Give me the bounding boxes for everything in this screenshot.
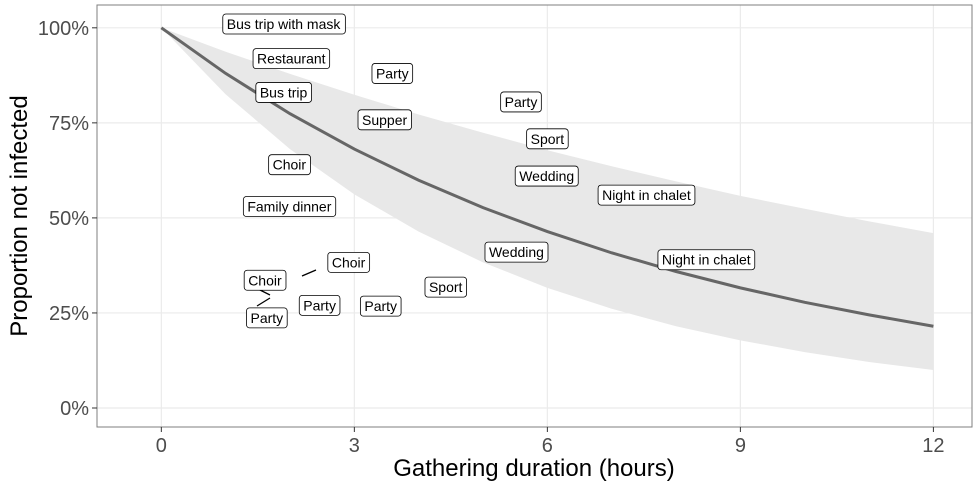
label-box (268, 154, 311, 176)
point-label: Family dinner (242, 196, 337, 217)
label-box (371, 63, 414, 84)
fit-line (160, 26, 934, 328)
point-label: Sport (424, 276, 467, 298)
label-box (424, 276, 467, 298)
label-text: Wedding (519, 168, 574, 184)
label-box (255, 82, 312, 103)
label-box (298, 294, 341, 316)
label-box (514, 165, 579, 187)
y-tick-label: 50% (49, 208, 89, 230)
label-box (484, 241, 549, 263)
x-tick-label: 9 (735, 435, 746, 457)
label-text: Bus trip with mask (227, 16, 342, 32)
label-box (657, 249, 756, 271)
point-label: Sport (526, 128, 569, 150)
point-label: Restaurant (252, 48, 331, 70)
point-label: Party (298, 294, 341, 316)
label-text: Choir (273, 157, 307, 173)
label-box (526, 128, 569, 150)
label-box (222, 13, 346, 35)
point-label: Choir (327, 251, 371, 273)
panel-border (96, 4, 973, 428)
y-tick-label: 75% (49, 113, 89, 135)
label-box (359, 295, 402, 317)
label-text: Wedding (489, 244, 544, 260)
y-tick-label: 25% (49, 303, 89, 325)
label-box (246, 307, 288, 329)
x-axis-title: Gathering duration (hours) (393, 455, 674, 482)
point-label: Party (500, 91, 542, 113)
label-box (252, 48, 331, 70)
grid (97, 5, 972, 427)
x-tick-label: 6 (542, 435, 553, 457)
point-label: Bus trip (255, 82, 312, 103)
label-text: Supper (362, 112, 407, 128)
point-label: Party (246, 307, 288, 329)
point-label: Party (359, 295, 402, 317)
y-tick-label: 0% (60, 398, 89, 420)
point-label: Night in chalet (597, 184, 696, 206)
point-label: Night in chalet (657, 249, 756, 271)
label-text: Choir (332, 254, 366, 270)
label-box (242, 196, 337, 217)
point-label: Party (371, 63, 414, 84)
point-label: Choir (243, 269, 287, 291)
label-text: Party (505, 94, 538, 110)
point-label: Choir (268, 154, 311, 176)
label-leader-line (256, 297, 271, 307)
label-text: Sport (531, 131, 565, 147)
point-label: Bus trip with mask (222, 13, 346, 35)
y-axis-title: Proportion not infected (6, 95, 33, 337)
label-box (243, 269, 287, 291)
point-labels: Bus trip with mask Restaurant Party Bus tri… (222, 13, 756, 329)
label-box (500, 91, 542, 113)
x-axis: 0 3 6 9 12 (156, 427, 945, 457)
label-box (327, 251, 371, 273)
label-text: Family dinner (247, 198, 331, 214)
label-box (597, 184, 696, 206)
y-axis: 0% 25% 50% 75% 100% (38, 18, 97, 420)
label-text: Restaurant (257, 51, 326, 67)
label-text: Bus trip (260, 84, 308, 100)
x-tick-label: 0 (156, 435, 167, 457)
label-text: Night in chalet (602, 187, 691, 203)
x-tick-label: 3 (349, 435, 360, 457)
x-tick-label: 12 (922, 435, 944, 457)
label-text: Night in chalet (662, 252, 751, 268)
label-text: Party (364, 298, 397, 314)
y-tick-label: 100% (38, 18, 89, 40)
label-box (357, 109, 412, 131)
label-text: Party (376, 65, 409, 81)
label-text: Party (303, 297, 336, 313)
confidence-band (161, 27, 934, 370)
point-label: Supper (357, 109, 412, 131)
label-leader-line (301, 269, 317, 277)
point-label: Wedding (514, 165, 579, 187)
label-text: Choir (248, 272, 282, 288)
label-text: Party (251, 310, 284, 326)
point-label: Wedding (484, 241, 549, 263)
label-text: Sport (429, 279, 463, 295)
